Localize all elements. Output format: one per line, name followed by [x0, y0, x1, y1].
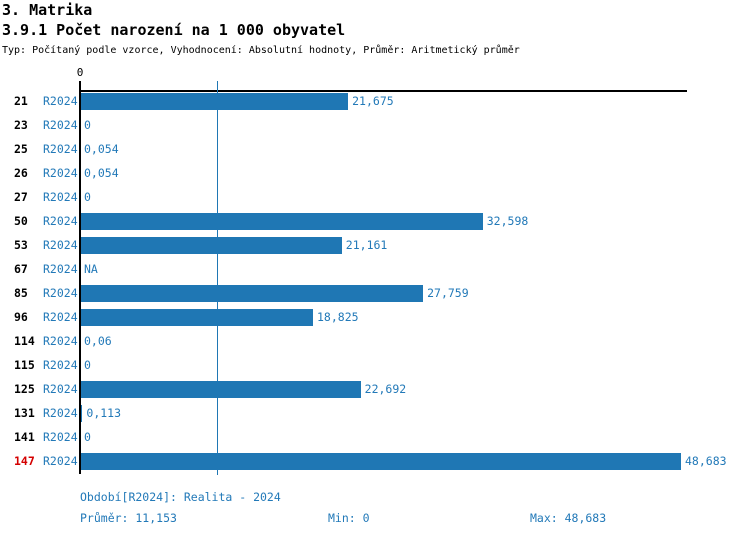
row-period-label: R2024 [43, 237, 78, 252]
axis-zero-label: 0 [76, 66, 84, 79]
row-period-label: R2024 [43, 405, 78, 420]
bar-value-label: 48,683 [685, 453, 727, 468]
average-marker-line [216, 81, 219, 475]
row-category-label: 131 [14, 405, 35, 420]
bar-value-label: 0 [84, 189, 91, 204]
bar-value-label: 32,598 [486, 213, 529, 228]
bar-value-label: 0 [84, 117, 91, 132]
row-category-label: 67 [14, 261, 28, 276]
max-info: Max: 48,683 [530, 511, 607, 525]
row-period-label: R2024 [43, 117, 78, 132]
bar-value-label: 0 [84, 357, 91, 372]
row-period-label: R2024 [43, 213, 78, 228]
page-title: 3. Matrika [2, 1, 93, 19]
row-category-label: 147 [14, 453, 35, 468]
row-period-label: R2024 [43, 141, 78, 156]
row-period-label: R2024 [43, 261, 78, 276]
row-category-label: 115 [14, 357, 35, 372]
bar [81, 308, 313, 326]
bar-value-label: 0,113 [86, 405, 122, 420]
row-category-label: 114 [14, 333, 35, 348]
average-info: Průměr: 11,153 [80, 511, 177, 525]
indicator-title: 3.9.1 Počet narození na 1 000 obyvatel [2, 21, 346, 39]
bar-value-label: 22,692 [364, 381, 407, 396]
row-period-label: R2024 [43, 93, 78, 108]
row-period-label: R2024 [43, 357, 78, 372]
period-info: Období[R2024]: Realita - 2024 [80, 490, 281, 504]
bar [81, 404, 83, 422]
bar-value-label: 0,054 [84, 165, 119, 180]
bar [81, 380, 361, 398]
row-period-label: R2024 [43, 333, 78, 348]
row-period-label: R2024 [43, 189, 78, 204]
bar [81, 92, 349, 110]
bar-value-label: 18,825 [317, 309, 359, 324]
y-axis-line [79, 81, 81, 474]
row-category-label: 53 [14, 237, 28, 252]
bar-value-label: 21,161 [345, 237, 388, 252]
bar-value-label: NA [84, 261, 98, 276]
row-period-label: R2024 [43, 429, 78, 444]
bar-value-label: 0,054 [84, 141, 119, 156]
bar [81, 284, 424, 302]
row-period-label: R2024 [43, 381, 78, 396]
row-category-label: 96 [14, 309, 28, 324]
row-category-label: 85 [14, 285, 28, 300]
bar-value-label: 0,06 [84, 333, 112, 348]
min-info: Min: 0 [328, 511, 370, 525]
row-category-label: 27 [14, 189, 28, 204]
bar-value-label: 21,675 [352, 93, 394, 108]
bar [81, 212, 483, 230]
row-category-label: 125 [14, 381, 35, 396]
row-period-label: R2024 [43, 309, 78, 324]
row-period-label: R2024 [43, 165, 78, 180]
indicator-meta: Typ: Počítaný podle vzorce, Vyhodnocení:… [2, 45, 520, 56]
row-period-label: R2024 [43, 285, 78, 300]
bar [81, 236, 342, 254]
row-period-label: R2024 [43, 453, 78, 468]
row-category-label: 141 [14, 429, 35, 444]
row-category-label: 26 [14, 165, 28, 180]
row-category-label: 50 [14, 213, 28, 228]
bar-value-label: 27,759 [427, 285, 469, 300]
row-category-label: 21 [14, 93, 28, 108]
row-category-label: 25 [14, 141, 28, 156]
x-axis-line [79, 90, 687, 92]
row-category-label: 23 [14, 117, 28, 132]
bar [81, 452, 681, 470]
bar-value-label: 0 [84, 429, 91, 444]
